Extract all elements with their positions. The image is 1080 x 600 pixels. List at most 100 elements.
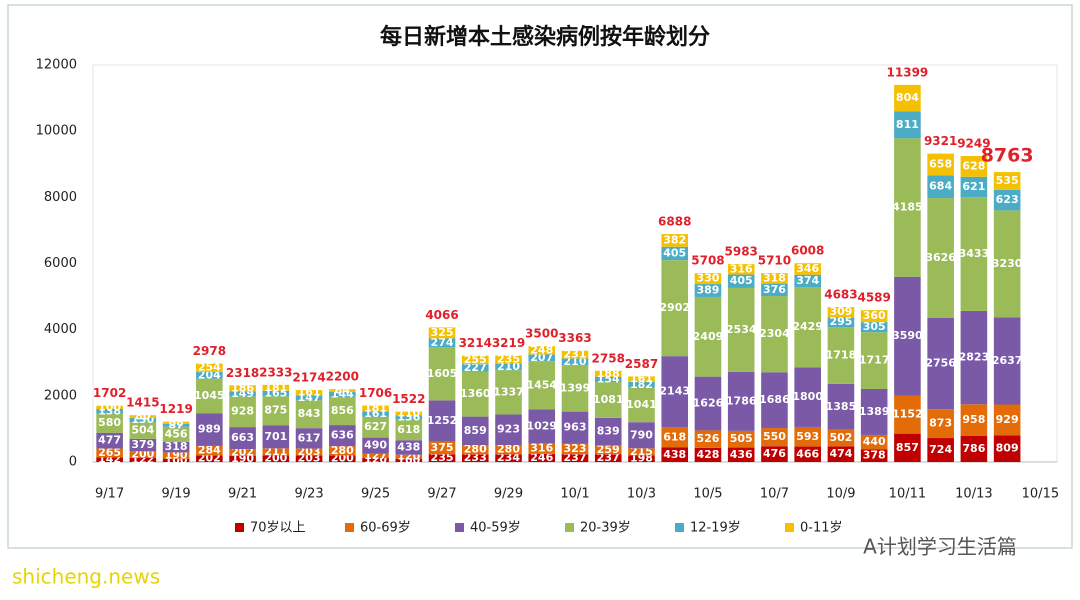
bar-segment (694, 296, 722, 377)
segment-label: 466 (796, 447, 819, 460)
segment-label: 3590 (892, 329, 923, 342)
segment-label: 593 (796, 430, 819, 443)
x-tick-label: 10/1 (560, 487, 589, 502)
segment-label: 1045 (194, 389, 225, 402)
segment-label: 658 (929, 158, 952, 171)
bar-segment (495, 454, 522, 462)
bar-segment (229, 427, 256, 450)
segment-label: 346 (796, 262, 819, 275)
total-label: 5710 (758, 254, 791, 268)
bar-segment (960, 310, 988, 405)
legend-swatch (785, 523, 794, 532)
y-tick-label: 0 (69, 455, 77, 470)
x-tick-label: 9/23 (294, 487, 323, 502)
bar-segment (827, 429, 855, 447)
bar-segment (495, 355, 522, 364)
total-label: 2758 (592, 351, 625, 365)
bar-segment (561, 365, 589, 412)
bar-segment (960, 435, 988, 462)
segment-label: 438 (663, 448, 686, 461)
bar-segment (628, 381, 655, 388)
bar-segment (727, 264, 755, 275)
total-label: 4589 (857, 291, 890, 305)
bar-segment (329, 455, 356, 462)
bar-segment (262, 384, 290, 391)
bar-segment (794, 263, 821, 275)
segment-label: 2637 (992, 354, 1023, 367)
bar-segment (594, 370, 622, 377)
segment-label: 2534 (726, 323, 757, 336)
legend-swatch (235, 523, 244, 532)
bar-segment (628, 455, 655, 462)
segment-label: 259 (597, 443, 620, 456)
segment-label: 621 (962, 180, 985, 193)
bar-segment (594, 376, 622, 383)
bar-segment (960, 404, 988, 436)
bar-segment (628, 448, 655, 456)
bar-segment (495, 414, 522, 445)
bar-segment (894, 111, 921, 139)
bar-segment (196, 363, 223, 372)
segment-label: 2902 (659, 301, 690, 314)
segment-label: 379 (131, 438, 154, 451)
segment-label: 181 (264, 381, 287, 394)
bar-segment (196, 445, 223, 456)
total-label: 4683 (824, 288, 857, 302)
legend-label: 70岁以上 (250, 521, 306, 536)
segment-label: 376 (763, 283, 786, 296)
segment-label: 663 (231, 431, 254, 444)
segment-label: 316 (530, 442, 553, 455)
bar-segment (528, 354, 556, 362)
bar-segment (129, 415, 157, 418)
bar-segment (960, 156, 988, 177)
x-tick-label: 10/15 (1022, 487, 1059, 502)
bar-segment (162, 452, 190, 459)
total-label: 1522 (392, 392, 425, 406)
segment-label: 963 (564, 421, 587, 434)
bar-segment (196, 413, 223, 446)
bar-segment (561, 350, 589, 359)
segment-label: 237 (564, 451, 587, 464)
bar-segment (295, 428, 323, 449)
bar-segment (461, 371, 489, 417)
segment-label: 1360 (460, 387, 491, 400)
y-tick-label: 10000 (36, 124, 77, 139)
segment-label: 280 (464, 443, 487, 456)
total-label: 5708 (691, 254, 724, 268)
bar-segment (694, 273, 722, 285)
total-label: 2318 (226, 366, 259, 380)
legend-swatch (455, 523, 464, 532)
segment-label: 790 (630, 428, 653, 441)
segment-label: 1786 (726, 394, 757, 407)
bar-segment (628, 387, 655, 423)
bar-segment (761, 273, 788, 284)
bar-segment (196, 455, 223, 462)
segment-label: 1337 (493, 385, 524, 398)
segment-label: 318 (165, 440, 188, 453)
segment-label: 405 (663, 246, 686, 259)
bar-segment (129, 422, 157, 439)
bar-segment (694, 447, 722, 462)
segment-label: 309 (829, 305, 852, 318)
total-label: 8763 (981, 145, 1034, 167)
bar-segment (761, 446, 788, 462)
bar-segment (96, 457, 123, 462)
segment-label: 360 (863, 309, 886, 322)
bar-segment (329, 396, 356, 426)
bar-segment (561, 443, 589, 455)
segment-label: 161 (298, 386, 321, 399)
bar-segment (229, 396, 256, 428)
segment-label: 804 (896, 91, 919, 104)
segment-label: 237 (597, 451, 620, 464)
segment-label: 1029 (526, 419, 557, 432)
segment-label: 305 (863, 320, 886, 333)
segment-label: 3230 (992, 257, 1023, 270)
total-label: 1415 (126, 396, 159, 410)
bar-segment (761, 372, 788, 429)
segment-label: 490 (364, 439, 387, 452)
bar-segment (528, 361, 556, 410)
segment-label: 477 (98, 434, 121, 447)
y-tick-label: 4000 (44, 322, 77, 337)
bar-segment (661, 356, 689, 428)
segment-label: 325 (431, 326, 454, 339)
